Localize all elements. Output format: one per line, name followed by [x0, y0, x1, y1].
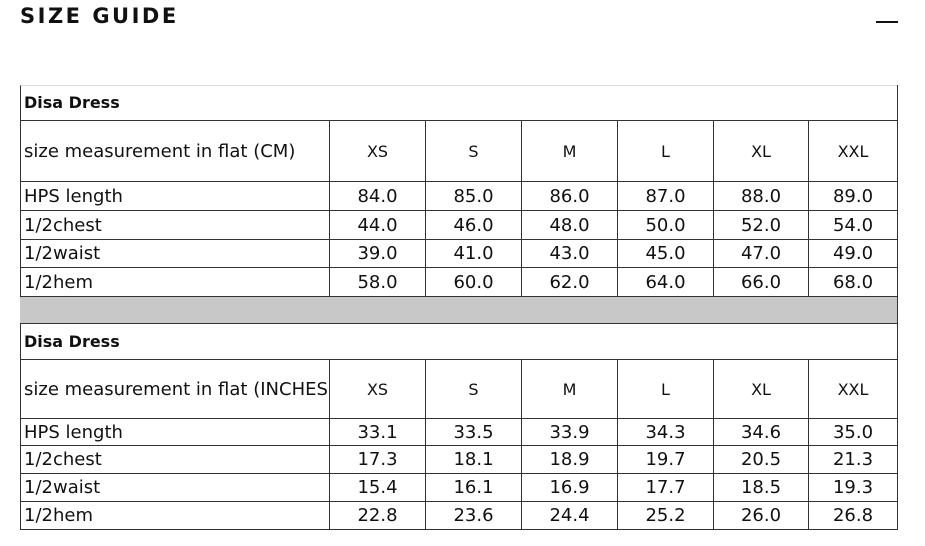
- column-header: L: [618, 121, 714, 182]
- measurement-value: 24.4: [522, 502, 618, 530]
- measurement-value: 88.0: [714, 182, 809, 211]
- measurement-value: 46.0: [426, 211, 522, 240]
- measurement-value: 50.0: [618, 211, 714, 240]
- measurement-value: 44.0: [330, 211, 426, 240]
- column-header: S: [426, 360, 522, 419]
- measurement-value: 19.7: [618, 446, 714, 474]
- measurement-value: 58.0: [330, 268, 426, 297]
- row-label: 1/2chest: [20, 446, 330, 474]
- measurement-value: 48.0: [522, 211, 618, 240]
- measurement-value: 52.0: [714, 211, 809, 240]
- measurement-value: 41.0: [426, 240, 522, 268]
- column-header: XL: [714, 121, 809, 182]
- measurement-value: 54.0: [809, 211, 898, 240]
- row-label: 1/2waist: [20, 240, 330, 268]
- column-header: M: [522, 360, 618, 419]
- measurement-value: 84.0: [330, 182, 426, 211]
- measurement-value: 89.0: [809, 182, 898, 211]
- measurement-value: 23.6: [426, 502, 522, 530]
- measurement-value: 18.1: [426, 446, 522, 474]
- measurement-value: 43.0: [522, 240, 618, 268]
- column-header: XS: [330, 360, 426, 419]
- measurement-value: 26.8: [809, 502, 898, 530]
- measurement-value: 49.0: [809, 240, 898, 268]
- row-label: 1/2hem: [20, 502, 330, 530]
- table-title: Disa Dress: [20, 324, 898, 360]
- page-title: SIZE GUIDE: [20, 4, 179, 28]
- measurement-value: 21.3: [809, 446, 898, 474]
- measurement-value: 22.8: [330, 502, 426, 530]
- measurement-value: 34.3: [618, 419, 714, 446]
- measurement-value: 60.0: [426, 268, 522, 297]
- row-label: HPS length: [20, 419, 330, 446]
- measurement-value: 34.6: [714, 419, 809, 446]
- column-header: XXL: [809, 121, 898, 182]
- measurement-value: 68.0: [809, 268, 898, 297]
- measurement-value: 47.0: [714, 240, 809, 268]
- measurement-value: 17.7: [618, 474, 714, 502]
- column-header: size measurement in flat (CM): [20, 121, 330, 182]
- separator-row: [20, 297, 898, 324]
- row-label: 1/2hem: [20, 268, 330, 297]
- measurement-value: 20.5: [714, 446, 809, 474]
- table-title: Disa Dress: [20, 85, 898, 121]
- row-label: 1/2waist: [20, 474, 330, 502]
- measurement-value: 18.5: [714, 474, 809, 502]
- measurement-value: 16.9: [522, 474, 618, 502]
- measurement-value: 17.3: [330, 446, 426, 474]
- collapse-button[interactable]: [876, 21, 898, 23]
- measurement-value: 39.0: [330, 240, 426, 268]
- column-header: XXL: [809, 360, 898, 419]
- measurement-value: 18.9: [522, 446, 618, 474]
- column-header: XS: [330, 121, 426, 182]
- column-header: M: [522, 121, 618, 182]
- measurement-value: 45.0: [618, 240, 714, 268]
- measurement-value: 19.3: [809, 474, 898, 502]
- measurement-value: 64.0: [618, 268, 714, 297]
- measurement-value: 25.2: [618, 502, 714, 530]
- measurement-value: 85.0: [426, 182, 522, 211]
- measurement-value: 66.0: [714, 268, 809, 297]
- column-header: size measurement in flat (INCHES): [20, 360, 330, 419]
- measurement-value: 26.0: [714, 502, 809, 530]
- row-label: HPS length: [20, 182, 330, 211]
- measurement-value: 16.1: [426, 474, 522, 502]
- measurement-value: 62.0: [522, 268, 618, 297]
- column-header: S: [426, 121, 522, 182]
- column-header: L: [618, 360, 714, 419]
- measurement-value: 33.5: [426, 419, 522, 446]
- measurement-value: 33.1: [330, 419, 426, 446]
- row-label: 1/2chest: [20, 211, 330, 240]
- measurement-value: 87.0: [618, 182, 714, 211]
- measurement-value: 15.4: [330, 474, 426, 502]
- column-header: XL: [714, 360, 809, 419]
- measurement-value: 33.9: [522, 419, 618, 446]
- measurement-value: 86.0: [522, 182, 618, 211]
- measurement-value: 35.0: [809, 419, 898, 446]
